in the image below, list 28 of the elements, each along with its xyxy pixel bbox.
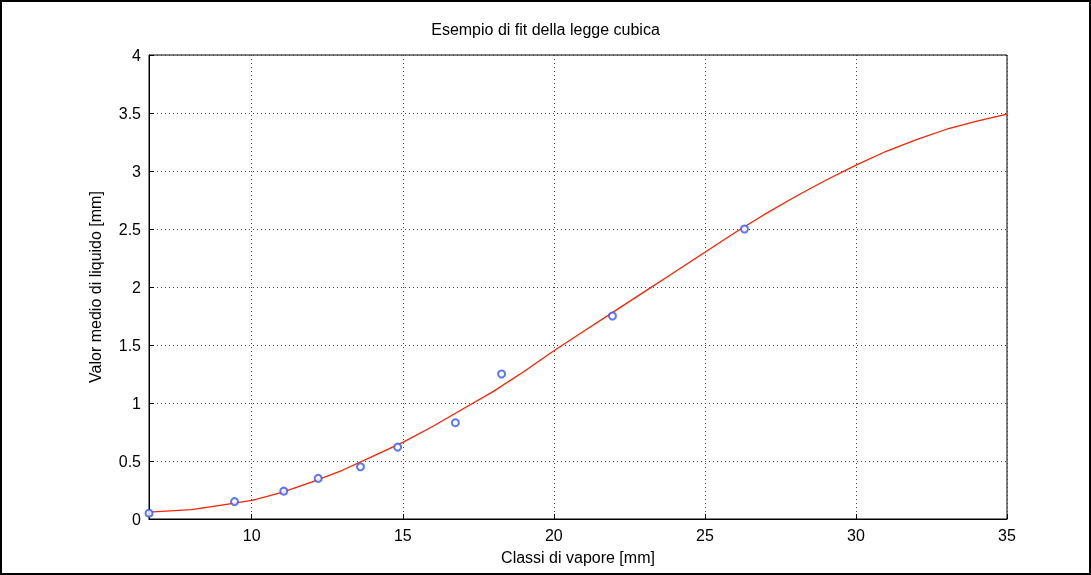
point bbox=[739, 224, 749, 234]
y-tick-label: 0 bbox=[132, 510, 142, 528]
point bbox=[230, 497, 239, 507]
x-tick-label: 25 bbox=[695, 526, 714, 544]
point bbox=[313, 473, 323, 483]
y-tick-label: 2 bbox=[132, 278, 142, 296]
y-tick-label: 1 bbox=[132, 394, 142, 412]
x-axis-title: Classi di vapore [mm] bbox=[501, 548, 655, 566]
point bbox=[607, 311, 617, 321]
point bbox=[450, 418, 460, 428]
chart-title: Esempio di fit della legge cubica bbox=[431, 20, 660, 38]
y-tick-label: 3.5 bbox=[118, 104, 142, 122]
point bbox=[355, 462, 365, 472]
y-tick-label: 2.5 bbox=[118, 220, 142, 238]
x-tick-label: 30 bbox=[847, 526, 865, 544]
y-tick-label: 1.5 bbox=[118, 336, 142, 354]
y-tick-label: 0.5 bbox=[118, 452, 142, 470]
y-tick-label: 3 bbox=[132, 162, 142, 180]
x-tick-label: 20 bbox=[544, 526, 563, 544]
y-tick-label: 4 bbox=[132, 46, 142, 64]
x-tick-label: 15 bbox=[393, 526, 412, 544]
x-tick-label: 35 bbox=[998, 526, 1016, 544]
y-axis-title: Valor medio di liquido [mm] bbox=[86, 191, 104, 383]
point bbox=[393, 442, 403, 452]
point bbox=[279, 486, 289, 496]
x-tick-label: 10 bbox=[242, 526, 261, 544]
point bbox=[144, 508, 154, 518]
point bbox=[497, 369, 507, 379]
